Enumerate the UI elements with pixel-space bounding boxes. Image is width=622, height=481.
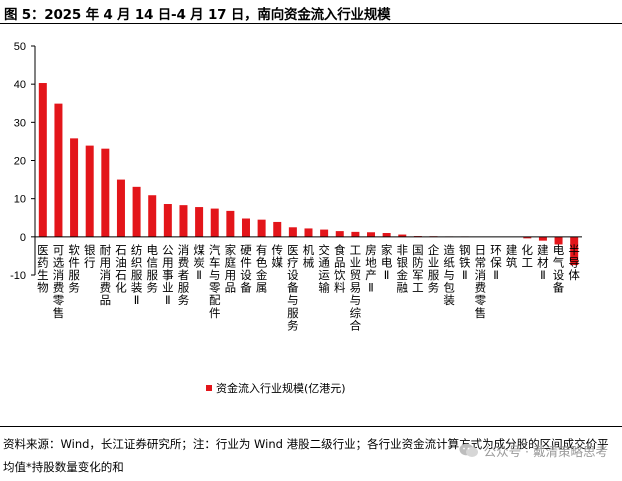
bar bbox=[38, 83, 47, 237]
bar bbox=[241, 218, 250, 237]
bar bbox=[226, 210, 235, 237]
x-tick-label: 医药生物 bbox=[37, 243, 49, 295]
y-tick-label: 0 bbox=[20, 232, 26, 244]
x-tick-label: 有色金属 bbox=[256, 243, 268, 295]
x-tick-label: 非银金融 bbox=[397, 243, 409, 295]
title-rule bbox=[0, 23, 622, 24]
x-tick-label: 银行 bbox=[84, 243, 96, 270]
x-tick-label: 建筑 bbox=[506, 243, 518, 270]
x-tick-label: 可选消费零售 bbox=[53, 243, 65, 320]
x-tick-label: 造纸与包装 bbox=[443, 243, 455, 307]
x-tick-label: 医疗设备与服务 bbox=[287, 243, 299, 333]
x-tick-label: 家庭用品 bbox=[225, 243, 237, 295]
x-tick-label: 石油石化 bbox=[115, 243, 127, 295]
x-tick-label: 硬件设备 bbox=[240, 243, 252, 295]
x-tick-label: 公用事业 Ⅱ bbox=[162, 243, 174, 307]
y-tick-label: -10 bbox=[10, 270, 26, 282]
bar bbox=[335, 231, 344, 237]
y-tick-label: 30 bbox=[14, 117, 26, 129]
watermark-text: 公众号 · 戴清策略思考 bbox=[483, 444, 608, 459]
bar bbox=[257, 219, 266, 237]
bar bbox=[382, 233, 391, 237]
x-tick-label: 化工 bbox=[522, 243, 534, 270]
bar bbox=[351, 231, 360, 237]
bar-chart: -10 0 10 20 30 40 50 医药生物可选消费零售软件服务银行耐用消费品石油石化… bbox=[10, 41, 582, 395]
x-tick-label: 房地产 Ⅱ bbox=[365, 243, 377, 295]
y-tick-label: 20 bbox=[14, 156, 26, 168]
legend: 资金流入行业规模(亿港元) bbox=[206, 381, 346, 395]
watermark: 公众号 · 戴清策略思考 bbox=[459, 441, 608, 460]
x-tick-label: 企业服务 bbox=[428, 243, 440, 295]
bar bbox=[163, 204, 172, 237]
x-tick-label: 国防军工 bbox=[412, 243, 424, 295]
bar bbox=[367, 232, 376, 237]
x-tick-label: 钢铁 Ⅱ bbox=[459, 243, 471, 282]
x-tick-label: 食品饮料 bbox=[334, 243, 346, 295]
y-tick-label: 50 bbox=[14, 41, 26, 53]
x-tick-label: 工业贸易与综合 bbox=[350, 243, 362, 333]
y-tick-label: 10 bbox=[14, 194, 26, 206]
bar bbox=[132, 186, 141, 237]
bar bbox=[273, 221, 282, 237]
bars bbox=[38, 83, 579, 266]
x-tick-label: 纺织服装 Ⅱ bbox=[131, 243, 143, 307]
x-tick-label: 家电 Ⅱ bbox=[381, 243, 393, 282]
x-tick-label: 建材 Ⅱ bbox=[537, 243, 549, 282]
x-tick-label: 电信服务 bbox=[146, 243, 158, 295]
y-tick-label: 40 bbox=[14, 79, 26, 91]
wechat-icon bbox=[459, 443, 478, 457]
x-tick-label: 环保 Ⅱ bbox=[490, 243, 502, 282]
x-tick-label: 传媒 bbox=[271, 243, 283, 270]
bar bbox=[101, 148, 110, 237]
x-tick-label: 半导体 bbox=[568, 243, 580, 282]
bar bbox=[570, 236, 579, 266]
bar bbox=[195, 207, 204, 237]
bar bbox=[320, 229, 329, 237]
x-tick-label: 机械 bbox=[303, 243, 315, 270]
legend-label: 资金流入行业规模(亿港元) bbox=[216, 381, 346, 395]
x-tick-label: 日常消费零售 bbox=[475, 243, 487, 320]
bar bbox=[116, 179, 125, 237]
x-tick-label: 汽车与零配件 bbox=[209, 243, 221, 320]
legend-swatch bbox=[206, 385, 212, 391]
bar bbox=[288, 227, 297, 237]
x-tick-label: 消费者服务 bbox=[178, 243, 190, 307]
x-tick-label: 煤炭 Ⅱ bbox=[193, 243, 205, 282]
x-tick-label: 交通运输 bbox=[318, 243, 330, 295]
bar bbox=[179, 205, 188, 237]
bar bbox=[554, 236, 563, 245]
bar bbox=[85, 145, 94, 237]
x-tick-label: 软件服务 bbox=[68, 243, 80, 295]
bar bbox=[54, 103, 63, 237]
bar bbox=[398, 234, 407, 237]
bar bbox=[538, 236, 547, 241]
source-rule bbox=[0, 426, 622, 427]
figure-title: 图 5：2025 年 4 月 14 日-4 月 17 日，南向资金流入行业规模 bbox=[4, 7, 391, 23]
y-axis: -10 0 10 20 30 40 50 bbox=[10, 41, 36, 282]
bar bbox=[304, 228, 313, 237]
bar bbox=[148, 195, 157, 237]
x-tick-label: 电气设备 bbox=[553, 243, 565, 295]
x-tick-label: 耐用消费品 bbox=[100, 243, 112, 307]
source-note: 资料来源：Wind，长江证券研究所；注：行业为 Wind 港股二级行业；各行业资… bbox=[3, 437, 609, 474]
bar bbox=[210, 208, 219, 237]
bar bbox=[70, 138, 79, 237]
bar bbox=[523, 236, 532, 239]
